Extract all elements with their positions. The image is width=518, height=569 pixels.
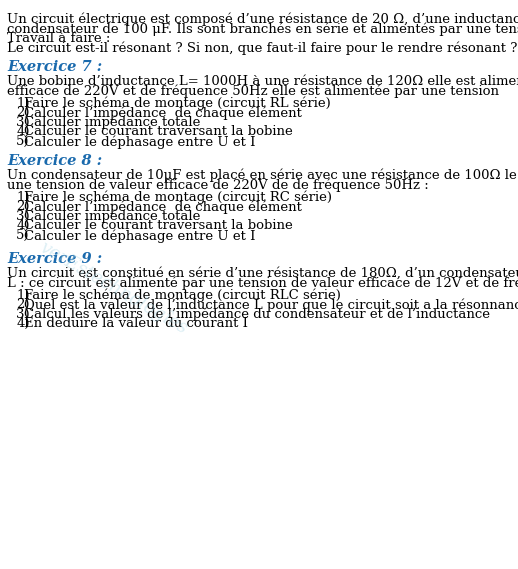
Text: Faire le schéma de montage (circuit RC série): Faire le schéma de montage (circuit RC s… [24, 191, 333, 204]
Text: Calculer impédance totale: Calculer impédance totale [24, 116, 201, 129]
Text: Le circuit est-il résonant ? Si non, que faut-il faire pour le rendre résonant ?: Le circuit est-il résonant ? Si non, que… [7, 42, 517, 55]
Text: Exercice 8 :: Exercice 8 : [7, 154, 102, 168]
Text: condensateur de 100 μF. Ils sont branchés en série et alimentés par une tension : condensateur de 100 μF. Ils sont branché… [7, 22, 518, 36]
Text: 3): 3) [16, 210, 30, 222]
Text: Calculer le courant traversant la bobine: Calculer le courant traversant la bobine [24, 125, 293, 138]
Text: Un condensateur de 10μF est placé en série avec une résistance de 100Ω le groupe: Un condensateur de 10μF est placé en sér… [7, 168, 518, 182]
Text: Quel est la valeur de l’inductance L pour que le circuit soit a la résonnance: Quel est la valeur de l’inductance L pou… [24, 298, 518, 312]
Text: Calculer le déphasage entre U et I: Calculer le déphasage entre U et I [24, 135, 256, 149]
Text: Calculer le courant traversant la bobine: Calculer le courant traversant la bobine [24, 220, 293, 232]
Text: 3): 3) [16, 308, 30, 321]
Text: Faire le schéma de montage (circuit RL série): Faire le schéma de montage (circuit RL s… [24, 97, 331, 110]
Text: Calculer le déphasage entre U et I: Calculer le déphasage entre U et I [24, 229, 256, 242]
Text: 2): 2) [16, 106, 30, 119]
Text: 1): 1) [16, 97, 30, 109]
Text: Calculer l’impédance  de chaque élément: Calculer l’impédance de chaque élément [24, 200, 303, 213]
Text: 4): 4) [16, 318, 30, 331]
Text: L : ce circuit est alimenté par une tension de valeur efficace de 12V et de fréq: L : ce circuit est alimenté par une tens… [7, 276, 518, 290]
Text: efficace de 220V et de fréquence 50Hz elle est alimentée par une tension: efficace de 220V et de fréquence 50Hz el… [7, 84, 499, 97]
Text: Exercice 7 :: Exercice 7 : [7, 60, 102, 74]
Text: Travail à faire :: Travail à faire : [7, 32, 110, 45]
Text: Calculer l’impédance  de chaque élément: Calculer l’impédance de chaque élément [24, 106, 303, 119]
Text: une tension de valeur efficace de 220V de de fréquence 50Hz :: une tension de valeur efficace de 220V d… [7, 178, 429, 192]
Text: Faire le schéma de montage (circuit RLC série): Faire le schéma de montage (circuit RLC … [24, 288, 341, 302]
Text: 4): 4) [16, 220, 30, 232]
Text: Un circuit électrique est composé d’une résistance de 20 Ω, d’une inductance de : Un circuit électrique est composé d’une … [7, 13, 518, 26]
Text: 2): 2) [16, 298, 30, 311]
Text: 1): 1) [16, 288, 30, 302]
Text: Exercice 9 :: Exercice 9 : [7, 251, 102, 266]
Text: verEstechnologîes: verEstechnologîes [37, 237, 191, 337]
Text: 4): 4) [16, 125, 30, 138]
Text: Calculer impédance totale: Calculer impédance totale [24, 210, 201, 223]
Text: 5): 5) [16, 135, 30, 148]
Text: Calcul les valeurs de l’impédance du condensateur et de l’inductance: Calcul les valeurs de l’impédance du con… [24, 308, 491, 321]
Text: 5): 5) [16, 229, 30, 242]
Text: 1): 1) [16, 191, 30, 204]
Text: En déduire la valeur du courant I: En déduire la valeur du courant I [24, 318, 249, 331]
Text: 2): 2) [16, 200, 30, 213]
Text: 3): 3) [16, 116, 30, 129]
Text: Un circuit est constitué en série d’une résistance de 180Ω, d’un condensateur de: Un circuit est constitué en série d’une … [7, 266, 518, 280]
Text: Une bobine d’inductance L= 1000H à une résistance de 120Ω elle est alimentée par: Une bobine d’inductance L= 1000H à une r… [7, 75, 518, 88]
